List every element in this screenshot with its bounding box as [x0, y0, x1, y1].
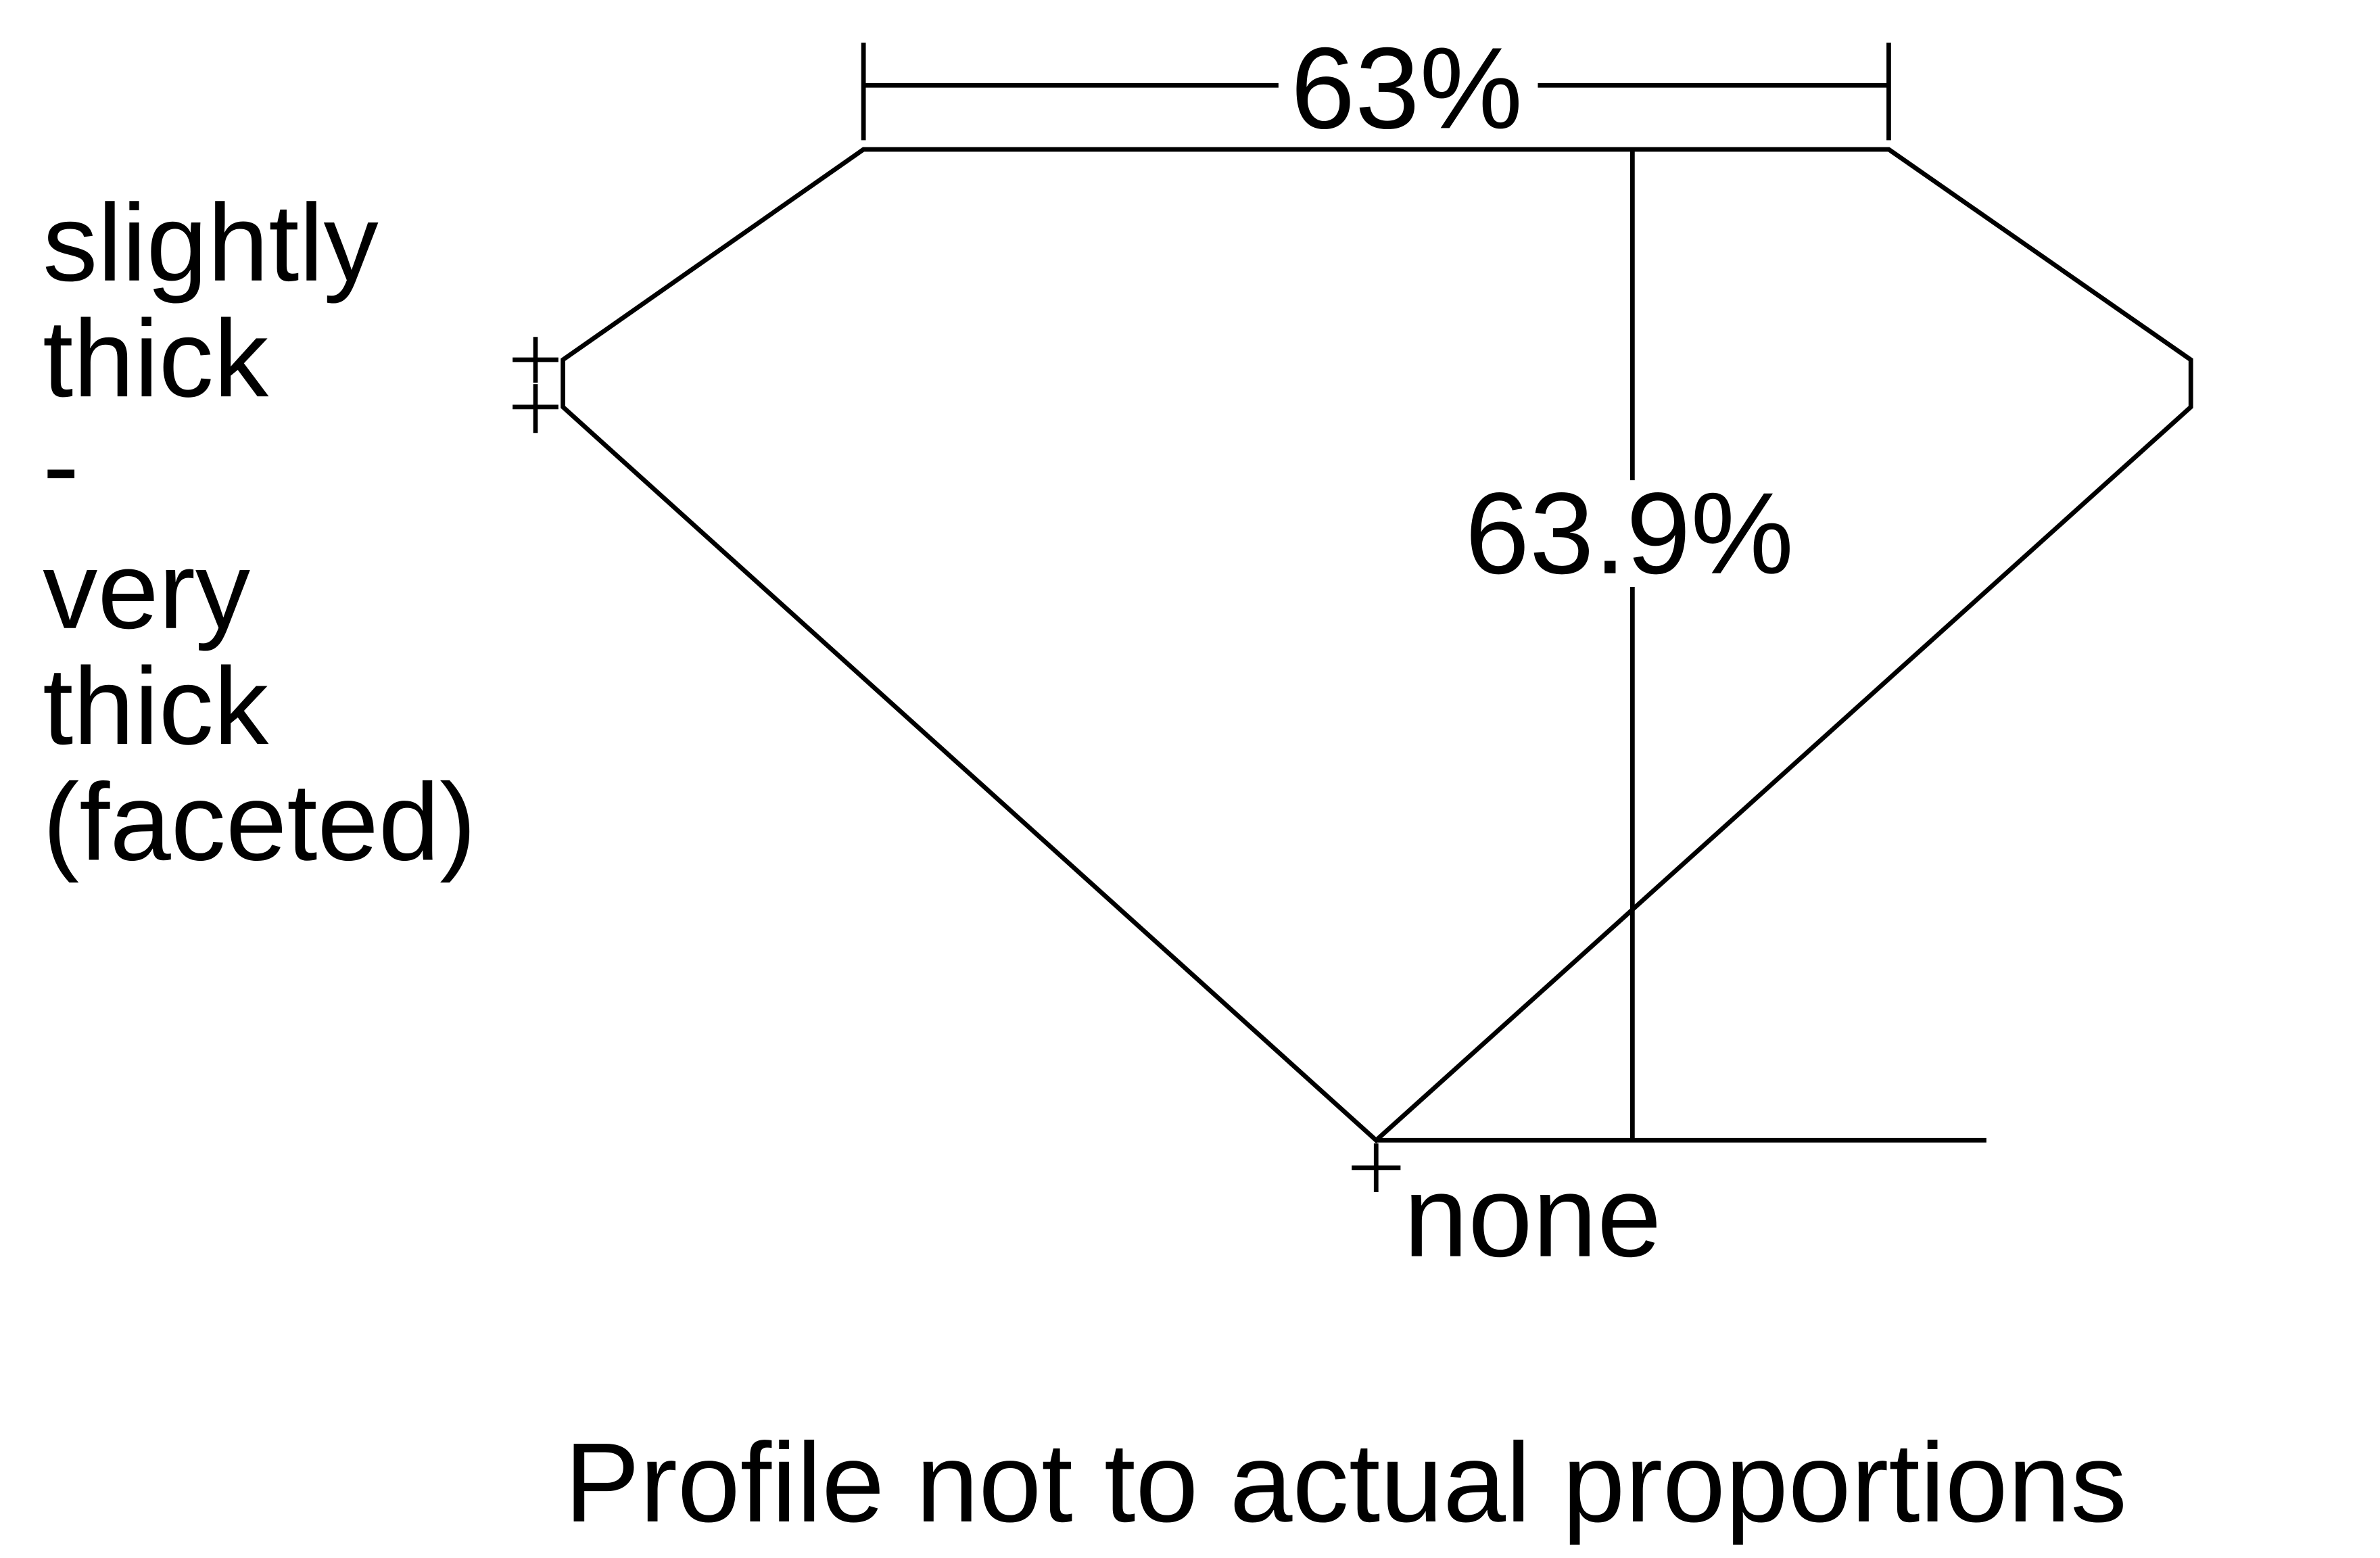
footnote: Profile not to actual proportions — [565, 1420, 2127, 1546]
girdle-label-line: thick — [43, 645, 269, 768]
girdle-label-line: very — [43, 529, 250, 652]
table-percent-label: 63% — [1291, 24, 1523, 153]
girdle-label-line: slightly — [43, 182, 379, 304]
girdle-label-line: - — [43, 404, 79, 527]
girdle-label-line: thick — [43, 298, 269, 420]
girdle-markers — [513, 337, 558, 433]
culet-label: none — [1404, 1152, 1661, 1281]
culet-marker: none — [1352, 1143, 1661, 1281]
table-dimension: 63% — [861, 24, 1891, 153]
depth-dimension: 63.9% — [1376, 149, 1986, 1143]
depth-percent-label: 63.9% — [1465, 469, 1794, 598]
girdle-label-line: (faceted) — [43, 761, 476, 884]
diamond-outline — [561, 147, 2193, 1143]
girdle-label: slightly thick - very thick (faceted) — [43, 182, 476, 884]
